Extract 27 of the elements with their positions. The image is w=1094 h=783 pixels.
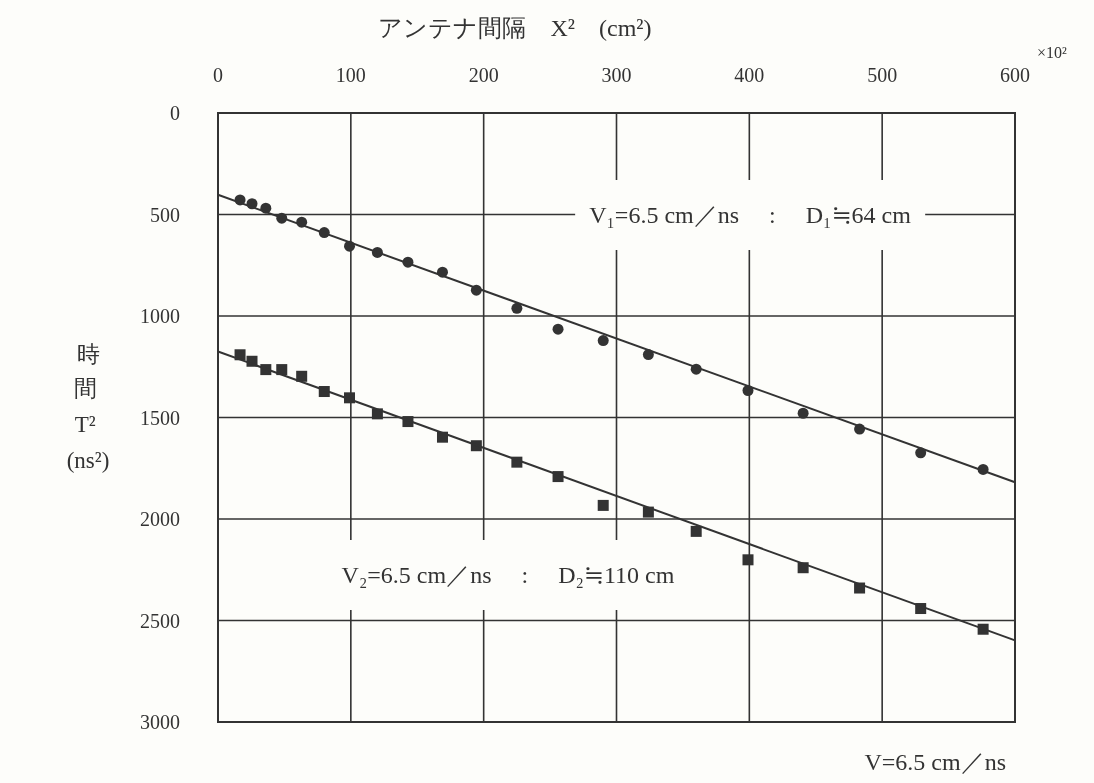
point	[690, 525, 702, 537]
point	[511, 302, 523, 314]
y-tick-label: 3000	[140, 711, 180, 733]
annotation: V₂=6.5 cm／ns : D₂≒110 cm	[341, 562, 675, 588]
y-tick-label: 1000	[140, 305, 180, 327]
x-tick-label: 0	[213, 64, 223, 86]
y-tick-label: 2000	[140, 508, 180, 530]
point	[597, 499, 609, 511]
y-tick-label: 1500	[140, 406, 180, 429]
x-tick-label: 500	[867, 64, 898, 86]
point	[797, 407, 809, 419]
x-tick-label: 300	[601, 64, 632, 86]
x-tick-label: 200	[468, 64, 499, 86]
point	[742, 554, 754, 566]
x-tick-label: 400	[734, 64, 765, 86]
x-tick-label: 100	[335, 64, 366, 86]
text: V=6.5 cm／ns	[864, 749, 1006, 775]
annotation: V₁=6.5 cm／ns : D₁≒64 cm	[589, 202, 912, 228]
x-axis-title: アンテナ間隔 X² (cm²)	[378, 15, 652, 41]
point	[597, 335, 609, 347]
y-tick-label: 2500	[140, 609, 180, 632]
point	[552, 323, 564, 335]
text: ×10²	[1037, 44, 1068, 61]
x-tick-label: 600	[1000, 64, 1030, 86]
y-axis-title: 時間 T² (ns²)	[66, 342, 110, 473]
y-tick-label: 0	[170, 102, 180, 124]
y-tick-label: 500	[150, 203, 180, 226]
